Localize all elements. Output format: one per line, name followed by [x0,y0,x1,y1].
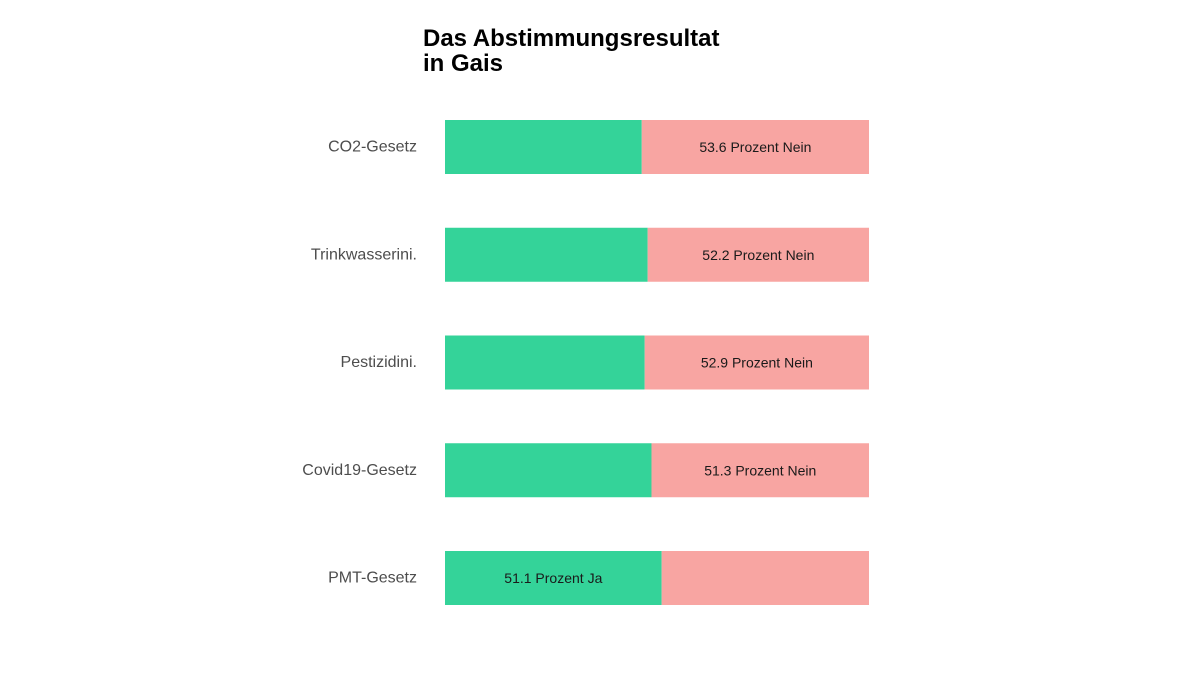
bar-value-label: 51.3 Prozent Nein [704,462,816,478]
bar-nein-segment [647,227,869,282]
bar-nein-segment [661,551,869,605]
category-labels: CO2-Gesetz Trinkwasserini. Pestizidini. Cov… [302,139,417,587]
bar-nein-segment [641,120,869,174]
bar-value-label: 52.9 Prozent Nein [701,355,813,371]
category-label: Trinkwasserini. [311,246,417,263]
bar-value-label: 53.6 Prozent Nein [699,139,811,155]
bar-value-label: 52.2 Prozent Nein [702,247,814,263]
bar-nein-segment [651,443,869,498]
category-label: CO2-Gesetz [328,139,417,156]
bar-ja-segment [445,227,648,282]
bar-ja-segment [445,120,642,174]
category-label: Pestizidini. [341,354,417,371]
chart-title-line-2: in Gais [423,50,503,77]
bar-nein-segment [644,335,869,390]
bar-ja-segment [445,443,652,498]
bars [445,120,869,605]
bar-labels: 53.6 Prozent Nein 52.2 Prozent Nein 52.9 P… [504,139,816,586]
bar-ja-segment [445,335,645,390]
chart-title-line-1: Das Abstimmungsresultat [423,25,720,52]
category-label: PMT-Gesetz [328,570,417,587]
bar-ja-segment [445,551,662,605]
category-label: Covid19-Gesetz [302,462,417,479]
bar-value-label: 51.1 Prozent Ja [504,570,602,586]
